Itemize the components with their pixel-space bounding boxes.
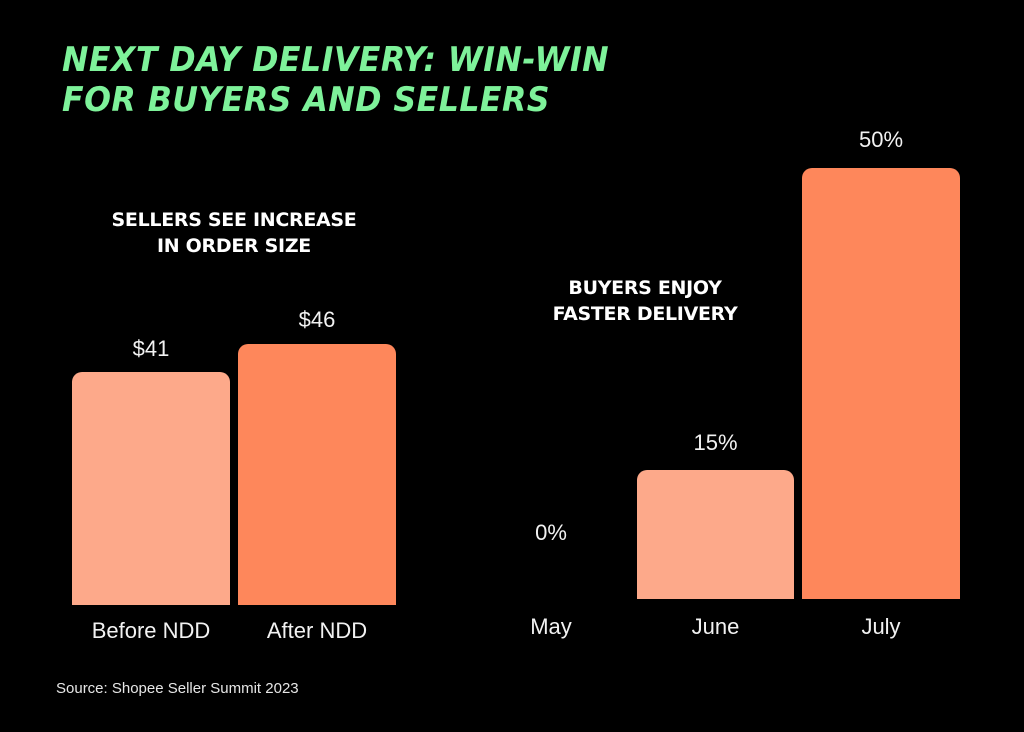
bar-july xyxy=(802,168,960,599)
sellers-chart-title: SELLERS SEE INCREASE IN ORDER SIZE xyxy=(72,207,396,259)
page-title: NEXT DAY DELIVERY: WIN-WIN FOR BUYERS AN… xyxy=(62,40,609,120)
category-may: May xyxy=(530,614,572,639)
sellers-title-line-1: SELLERS SEE INCREASE xyxy=(111,209,357,231)
value-label-may: 0% xyxy=(535,520,567,545)
category-july: July xyxy=(861,614,901,639)
bar-june xyxy=(637,470,794,599)
category-june: June xyxy=(691,614,740,639)
buyers-title-line-2: FASTER DELIVERY xyxy=(552,303,738,325)
bar-after-ndd xyxy=(238,344,396,605)
category-before-ndd: Before NDD xyxy=(91,618,211,643)
value-label-before: $41 xyxy=(132,336,170,361)
value-label-july: 50% xyxy=(858,127,904,152)
sellers-title-line-2: IN ORDER SIZE xyxy=(157,235,311,257)
category-after-ndd: After NDD xyxy=(266,618,368,643)
value-label-june: 15% xyxy=(693,430,738,455)
buyers-chart-title: BUYERS ENJOY FASTER DELIVERY xyxy=(520,275,770,327)
title-line-1: NEXT DAY DELIVERY: WIN-WIN xyxy=(62,40,610,80)
title-line-2: FOR BUYERS AND SELLERS xyxy=(62,80,551,120)
buyers-title-line-1: BUYERS ENJOY xyxy=(568,277,722,299)
source-note: Source: Shopee Seller Summit 2023 xyxy=(56,680,299,697)
bar-before-ndd xyxy=(72,372,230,605)
value-label-after: $46 xyxy=(298,307,336,332)
